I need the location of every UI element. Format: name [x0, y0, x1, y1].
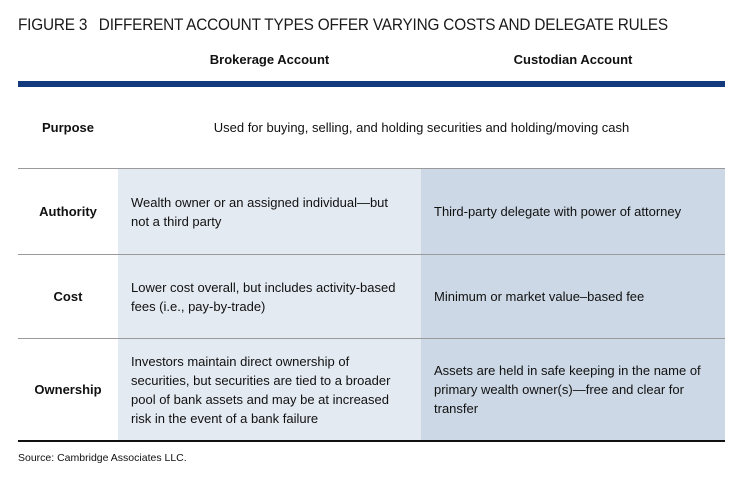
row-label: Authority — [39, 204, 97, 219]
cell-custodian: Assets are held in safe keeping in the n… — [421, 339, 725, 440]
table-bottom-rule — [18, 440, 725, 442]
row-divider — [18, 338, 725, 339]
source-note: Source: Cambridge Associates LLC. — [18, 452, 187, 464]
table-row-ownership: Ownership Investors maintain direct owne… — [18, 339, 725, 440]
cell-custodian: Third-party delegate with power of attor… — [421, 169, 725, 254]
cell-shared: Used for buying, selling, and holding se… — [213, 120, 630, 135]
row-label: Cost — [53, 289, 83, 304]
row-divider — [18, 168, 725, 169]
table-row-cost: Cost Lower cost overall, but includes ac… — [18, 255, 725, 338]
table-row-authority: Authority Wealth owner or an assigned in… — [18, 169, 725, 254]
row-label: Ownership — [34, 382, 102, 397]
cell-brokerage: Lower cost overall, but includes activit… — [118, 255, 421, 338]
cell-brokerage: Wealth owner or an assigned individual—b… — [118, 169, 421, 254]
cell-custodian: Minimum or market value–based fee — [421, 255, 725, 338]
column-header-custodian: Custodian Account — [513, 52, 633, 67]
figure-number: FIGURE 3 — [18, 16, 88, 34]
column-header-brokerage: Brokerage Account — [209, 52, 330, 67]
cell-brokerage: Investors maintain direct ownership of s… — [118, 339, 421, 440]
row-divider — [18, 254, 725, 255]
table-row-purpose: Purpose Used for buying, selling, and ho… — [18, 87, 725, 168]
figure-title-text: DIFFERENT ACCOUNT TYPES OFFER VARYING CO… — [98, 16, 668, 34]
figure-title: FIGURE 3 DIFFERENT ACCOUNT TYPES OFFER V… — [18, 16, 668, 35]
header-rule — [18, 81, 725, 87]
row-label: Purpose — [41, 120, 94, 135]
